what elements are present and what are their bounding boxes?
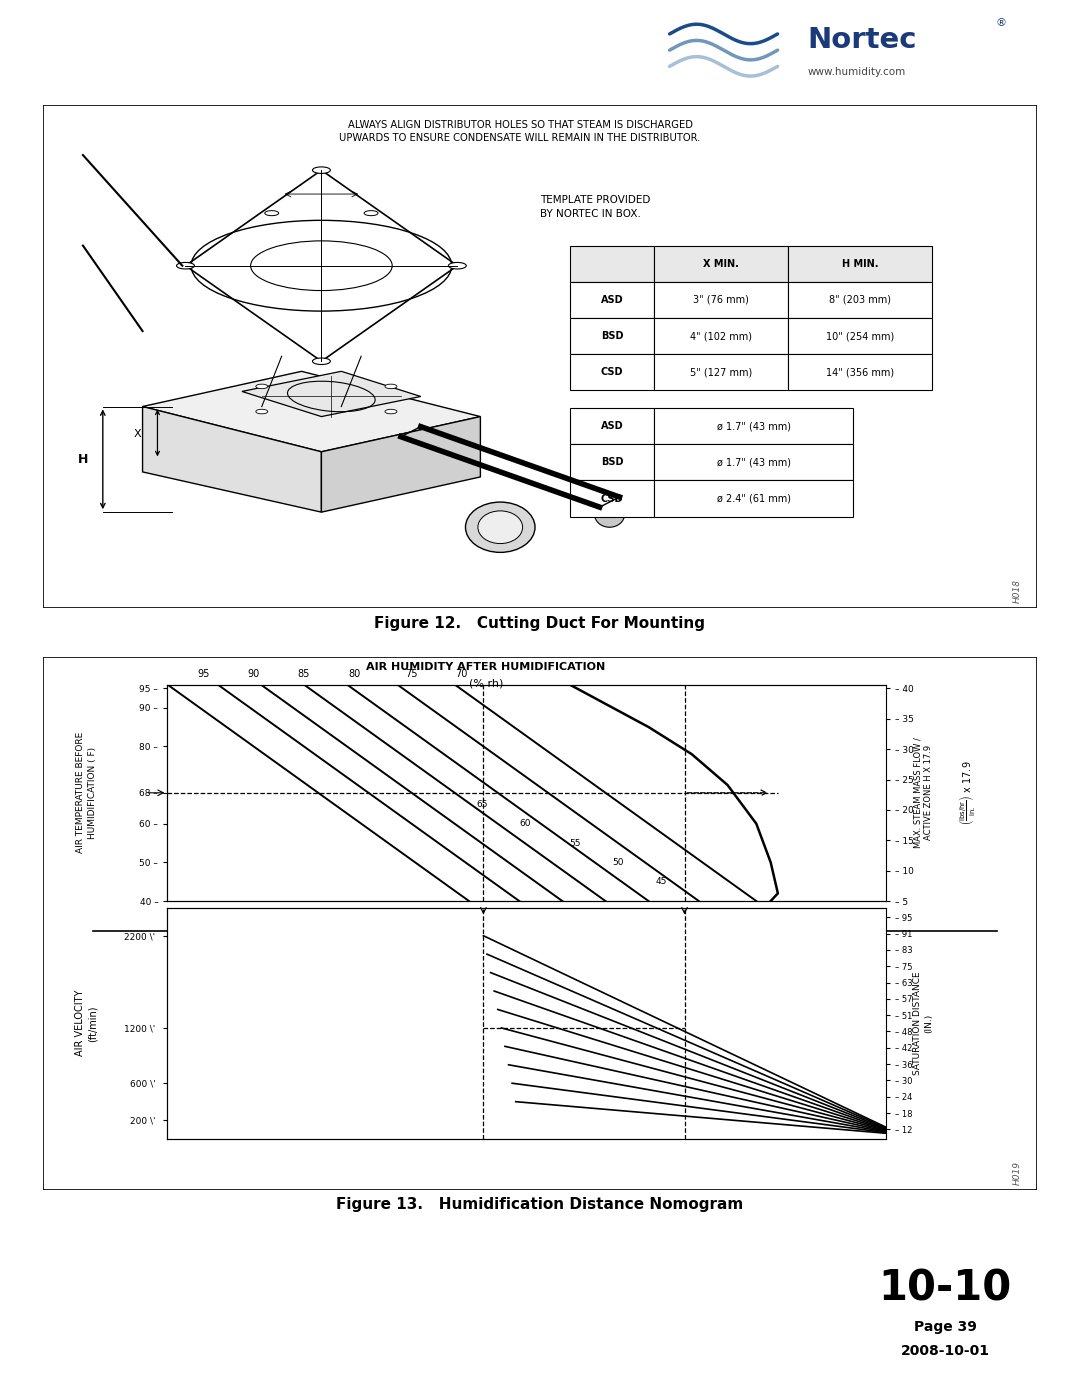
Text: CSD: CSD <box>600 367 623 377</box>
Text: 8" (203 mm): 8" (203 mm) <box>829 295 891 305</box>
Ellipse shape <box>256 409 268 414</box>
Bar <box>788 246 932 282</box>
Text: Figure 13.   Humidification Distance Nomogram: Figure 13. Humidification Distance Nomog… <box>336 1197 744 1213</box>
Bar <box>570 355 654 390</box>
Text: H019: H019 <box>1013 1161 1022 1185</box>
Text: MAX. STEAM MASS FLOW /
ACTIVE ZONE H X 17.9: MAX. STEAM MASS FLOW / ACTIVE ZONE H X 1… <box>914 738 933 848</box>
Text: ALWAYS ALIGN DISTRIBUTOR HOLES SO THAT STEAM IS DISCHARGED
UPWARDS TO ENSURE CON: ALWAYS ALIGN DISTRIBUTOR HOLES SO THAT S… <box>339 120 701 142</box>
Text: 85: 85 <box>298 669 310 679</box>
Polygon shape <box>143 372 481 451</box>
Text: CSD: CSD <box>600 493 623 503</box>
Text: ø 1.7" (43 mm): ø 1.7" (43 mm) <box>717 420 791 432</box>
Bar <box>654 319 788 355</box>
Ellipse shape <box>595 502 624 527</box>
Text: AIR TEMPERATURE BEFORE
HUMIDIFICATION ( F): AIR TEMPERATURE BEFORE HUMIDIFICATION ( … <box>76 732 97 854</box>
Bar <box>654 355 788 390</box>
Ellipse shape <box>384 384 397 388</box>
Bar <box>654 481 853 517</box>
Ellipse shape <box>312 166 330 173</box>
Bar <box>654 408 853 444</box>
Text: 95: 95 <box>198 669 210 679</box>
Text: ASD: ASD <box>600 295 623 305</box>
Text: AIR HUMIDITY AFTER HUMIDIFICATION: AIR HUMIDITY AFTER HUMIDIFICATION <box>366 662 606 672</box>
Ellipse shape <box>176 263 194 270</box>
Text: 10" (254 mm): 10" (254 mm) <box>826 331 894 341</box>
Bar <box>570 444 654 481</box>
Text: X: X <box>134 429 141 439</box>
Text: 75: 75 <box>405 669 418 679</box>
Text: 45: 45 <box>656 877 667 886</box>
Polygon shape <box>143 407 322 513</box>
Text: 65: 65 <box>476 800 488 809</box>
Text: 90: 90 <box>247 669 259 679</box>
Bar <box>570 481 654 517</box>
Bar <box>570 408 654 444</box>
Text: ø 2.4" (61 mm): ø 2.4" (61 mm) <box>717 493 791 503</box>
Text: 60: 60 <box>519 819 530 828</box>
Text: 5" (127 mm): 5" (127 mm) <box>690 367 753 377</box>
Text: H: H <box>78 453 89 465</box>
Text: X MIN.: X MIN. <box>703 258 740 268</box>
Ellipse shape <box>477 511 523 543</box>
Polygon shape <box>322 416 481 513</box>
Text: $\left(\frac{\mathsf{lbs/hr}}{\mathsf{in.}}\right)$ x 17.9: $\left(\frac{\mathsf{lbs/hr}}{\mathsf{in… <box>957 760 976 826</box>
Bar <box>570 319 654 355</box>
Text: Nortec: Nortec <box>808 25 917 53</box>
Bar <box>570 246 654 282</box>
Text: BSD: BSD <box>600 331 623 341</box>
Bar <box>788 355 932 390</box>
Text: Page 39: Page 39 <box>914 1320 976 1334</box>
Text: (% rh): (% rh) <box>469 679 503 689</box>
Text: BSD: BSD <box>600 457 623 468</box>
Text: 10-10: 10-10 <box>878 1267 1012 1309</box>
Bar <box>788 319 932 355</box>
Ellipse shape <box>448 263 467 270</box>
Text: 55: 55 <box>569 838 581 848</box>
Text: H018: H018 <box>1013 578 1022 602</box>
Text: 3" (76 mm): 3" (76 mm) <box>693 295 750 305</box>
Text: 4" (102 mm): 4" (102 mm) <box>690 331 753 341</box>
Ellipse shape <box>256 384 268 388</box>
Bar <box>570 282 654 319</box>
Ellipse shape <box>265 211 279 215</box>
Ellipse shape <box>364 211 378 215</box>
Bar <box>654 444 853 481</box>
Text: H MIN.: H MIN. <box>842 258 879 268</box>
Text: ®: ® <box>996 18 1007 28</box>
Text: 2008-10-01: 2008-10-01 <box>901 1344 989 1358</box>
Bar <box>654 246 788 282</box>
Text: 14" (356 mm): 14" (356 mm) <box>826 367 894 377</box>
Text: AIR VELOCITY
(ft/min): AIR VELOCITY (ft/min) <box>75 990 98 1056</box>
Text: 50: 50 <box>612 858 624 868</box>
Polygon shape <box>242 372 421 416</box>
Text: Figure 12.   Cutting Duct For Mounting: Figure 12. Cutting Duct For Mounting <box>375 616 705 631</box>
Text: TEMPLATE PROVIDED
BY NORTEC IN BOX.: TEMPLATE PROVIDED BY NORTEC IN BOX. <box>540 196 650 219</box>
Bar <box>788 282 932 319</box>
Ellipse shape <box>465 502 535 552</box>
Ellipse shape <box>312 358 330 365</box>
Text: SATURATION DISTANCE
(IN.): SATURATION DISTANCE (IN.) <box>914 971 933 1076</box>
Text: ø 1.7" (43 mm): ø 1.7" (43 mm) <box>717 457 791 468</box>
Text: 70: 70 <box>456 669 468 679</box>
Text: www.humidity.com: www.humidity.com <box>808 67 906 77</box>
Bar <box>654 282 788 319</box>
Text: 80: 80 <box>348 669 361 679</box>
Ellipse shape <box>384 409 397 414</box>
Text: ASD: ASD <box>600 420 623 432</box>
